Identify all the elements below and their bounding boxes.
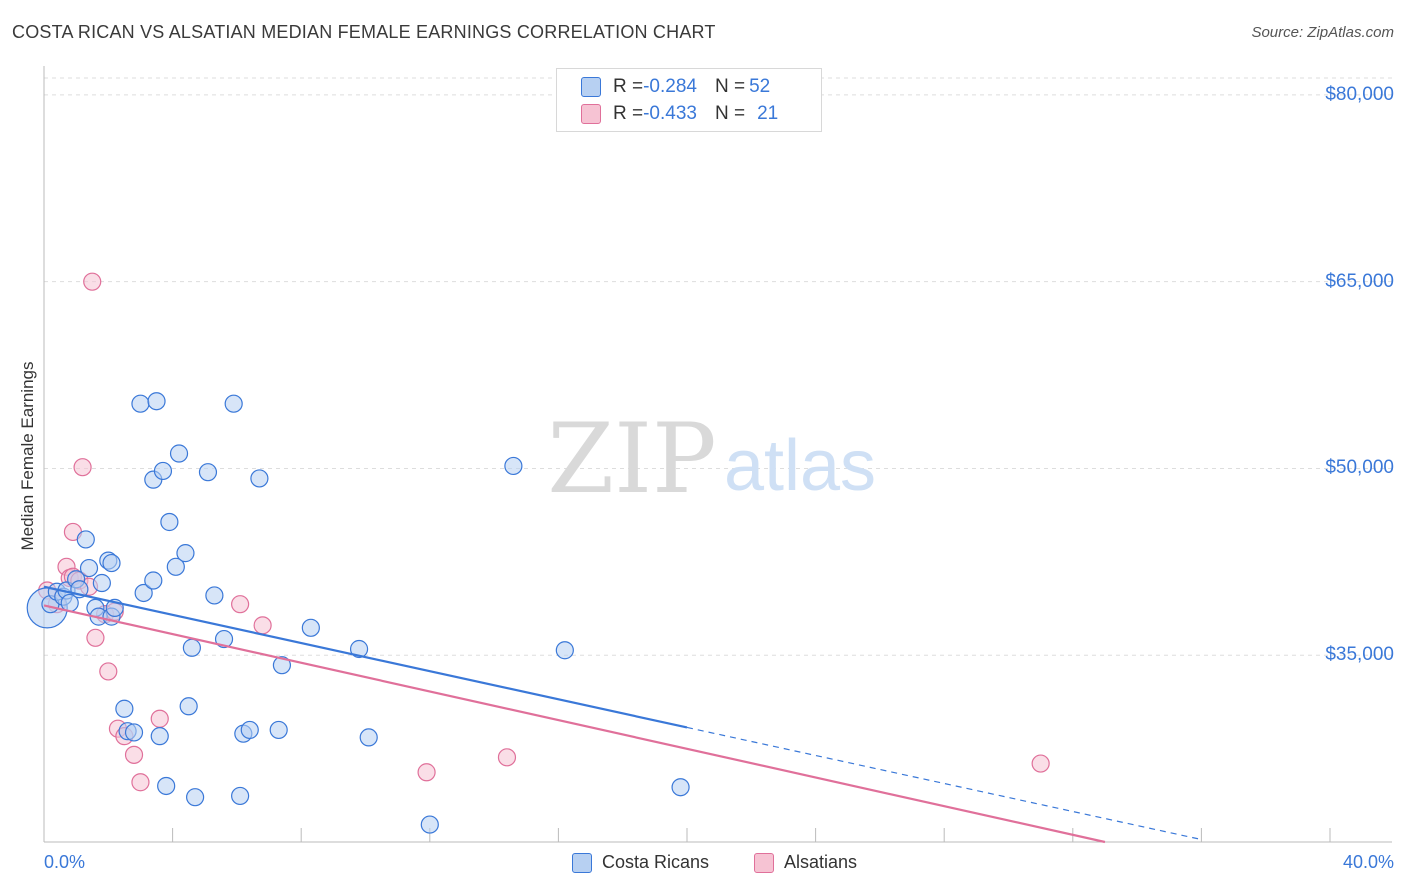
x-tick-label-max: 40.0%: [1342, 852, 1394, 872]
stats-swatch-blue: [581, 77, 601, 97]
stats-row-alsatians: R = -0.433 N = 21: [581, 101, 778, 127]
alsatians-point: [497, 748, 517, 767]
y-tick-label: $50,000: [1325, 457, 1394, 479]
y-tick-label: $80,000: [1325, 83, 1394, 105]
axes: [43, 66, 1392, 843]
alsatians-point: [131, 773, 150, 792]
costa-ricans-point: [157, 776, 176, 796]
watermark: ZIP atlas: [547, 403, 876, 515]
costa-ricans-point: [76, 530, 95, 549]
costa-ricans-point: [269, 720, 288, 740]
costa-ricans-point: [671, 778, 690, 797]
costa-ricans-point: [102, 553, 121, 573]
costa-ricans-point: [186, 788, 205, 807]
stats-r-label: R =: [613, 103, 644, 124]
stats-r-value: -0.433: [643, 103, 697, 124]
stats-box: R = -0.284 N = 52 R = -0.433 N = 21: [556, 68, 822, 132]
legend-item-costa-ricans[interactable]: Costa Ricans: [572, 852, 709, 873]
costa-ricans-point: [198, 463, 218, 482]
legend-label: Alsatians: [784, 852, 858, 872]
costa-ricans-point: [124, 723, 144, 742]
gridlines: [44, 77, 1392, 656]
alsatians-point: [99, 662, 118, 681]
chart-title: COSTA RICAN VS ALSATIAN MEDIAN FEMALE EA…: [12, 22, 716, 42]
costa-ricans-point: [115, 699, 134, 718]
stats-row-costa-ricans: R = -0.284 N = 52: [581, 74, 770, 100]
y-tick-label: $65,000: [1325, 270, 1394, 292]
costa-ricans-point: [214, 629, 234, 649]
alsatians-point: [83, 272, 102, 291]
costa-ricans-point: [420, 815, 439, 834]
legend-label: Costa Ricans: [602, 852, 710, 872]
legend-swatch-pink: [754, 852, 774, 873]
costa-ricans-point: [176, 544, 195, 563]
costa-ricans-point: [169, 444, 189, 463]
costa-ricans-point: [250, 469, 269, 488]
x-tick-label-min: 0.0%: [44, 852, 86, 872]
costa-ricans-point: [205, 586, 224, 605]
watermark-zip: ZIP: [547, 403, 716, 515]
stats-swatch-pink: [581, 104, 601, 124]
trend-lines: [43, 585, 1202, 844]
stats-n-label: N =: [714, 103, 746, 124]
stats-n-value: 52: [749, 76, 771, 97]
legend-swatch-blue: [572, 852, 592, 873]
legend-item-alsatians[interactable]: Alsatians: [754, 852, 857, 873]
costa-ricans-points: [26, 392, 690, 834]
costa-ricans-point: [131, 394, 150, 413]
stats-n-value: 21: [757, 103, 779, 124]
costa-ricans-point: [160, 512, 179, 532]
alsatians-point: [253, 616, 272, 635]
costa-ricans-point: [150, 727, 169, 746]
costa-ricans-point: [134, 583, 153, 603]
stats-r-label: R =: [613, 76, 644, 97]
alsatians-point: [231, 595, 250, 614]
costa-ricans-point: [359, 728, 378, 747]
costa-ricans-point: [147, 392, 166, 411]
alsatians-point: [150, 709, 169, 728]
costa-ricans-point: [144, 571, 163, 590]
costa-ricans-point: [224, 394, 243, 413]
costa-ricans-trend-extension: [686, 726, 1202, 841]
alsatians-trend-line: [43, 604, 1106, 844]
alsatians-point: [86, 628, 105, 647]
alsatians-point: [73, 458, 92, 477]
costa-ricans-point: [166, 557, 185, 576]
y-tick-label: $35,000: [1325, 644, 1394, 666]
alsatians-point: [1031, 754, 1050, 773]
costa-ricans-trend-line: [43, 585, 688, 729]
alsatians-point: [417, 763, 436, 782]
costa-ricans-point: [179, 697, 198, 716]
costa-ricans-point: [504, 456, 523, 476]
costa-ricans-point: [555, 641, 574, 660]
costa-ricans-point: [92, 573, 111, 593]
stats-r-value: -0.284: [643, 76, 697, 97]
stats-n-label: N =: [714, 76, 746, 97]
source-label: Source: ZipAtlas.com: [1251, 24, 1394, 41]
costa-ricans-point: [240, 720, 259, 740]
costa-ricans-point: [79, 558, 99, 578]
costa-ricans-point: [349, 639, 369, 659]
costa-ricans-point: [153, 461, 173, 481]
alsatians-point: [124, 745, 144, 764]
costa-ricans-point: [301, 618, 320, 637]
costa-ricans-point: [231, 786, 250, 806]
costa-ricans-point: [182, 638, 201, 657]
watermark-atlas: atlas: [724, 426, 876, 506]
costa-ricans-point: [272, 656, 292, 675]
